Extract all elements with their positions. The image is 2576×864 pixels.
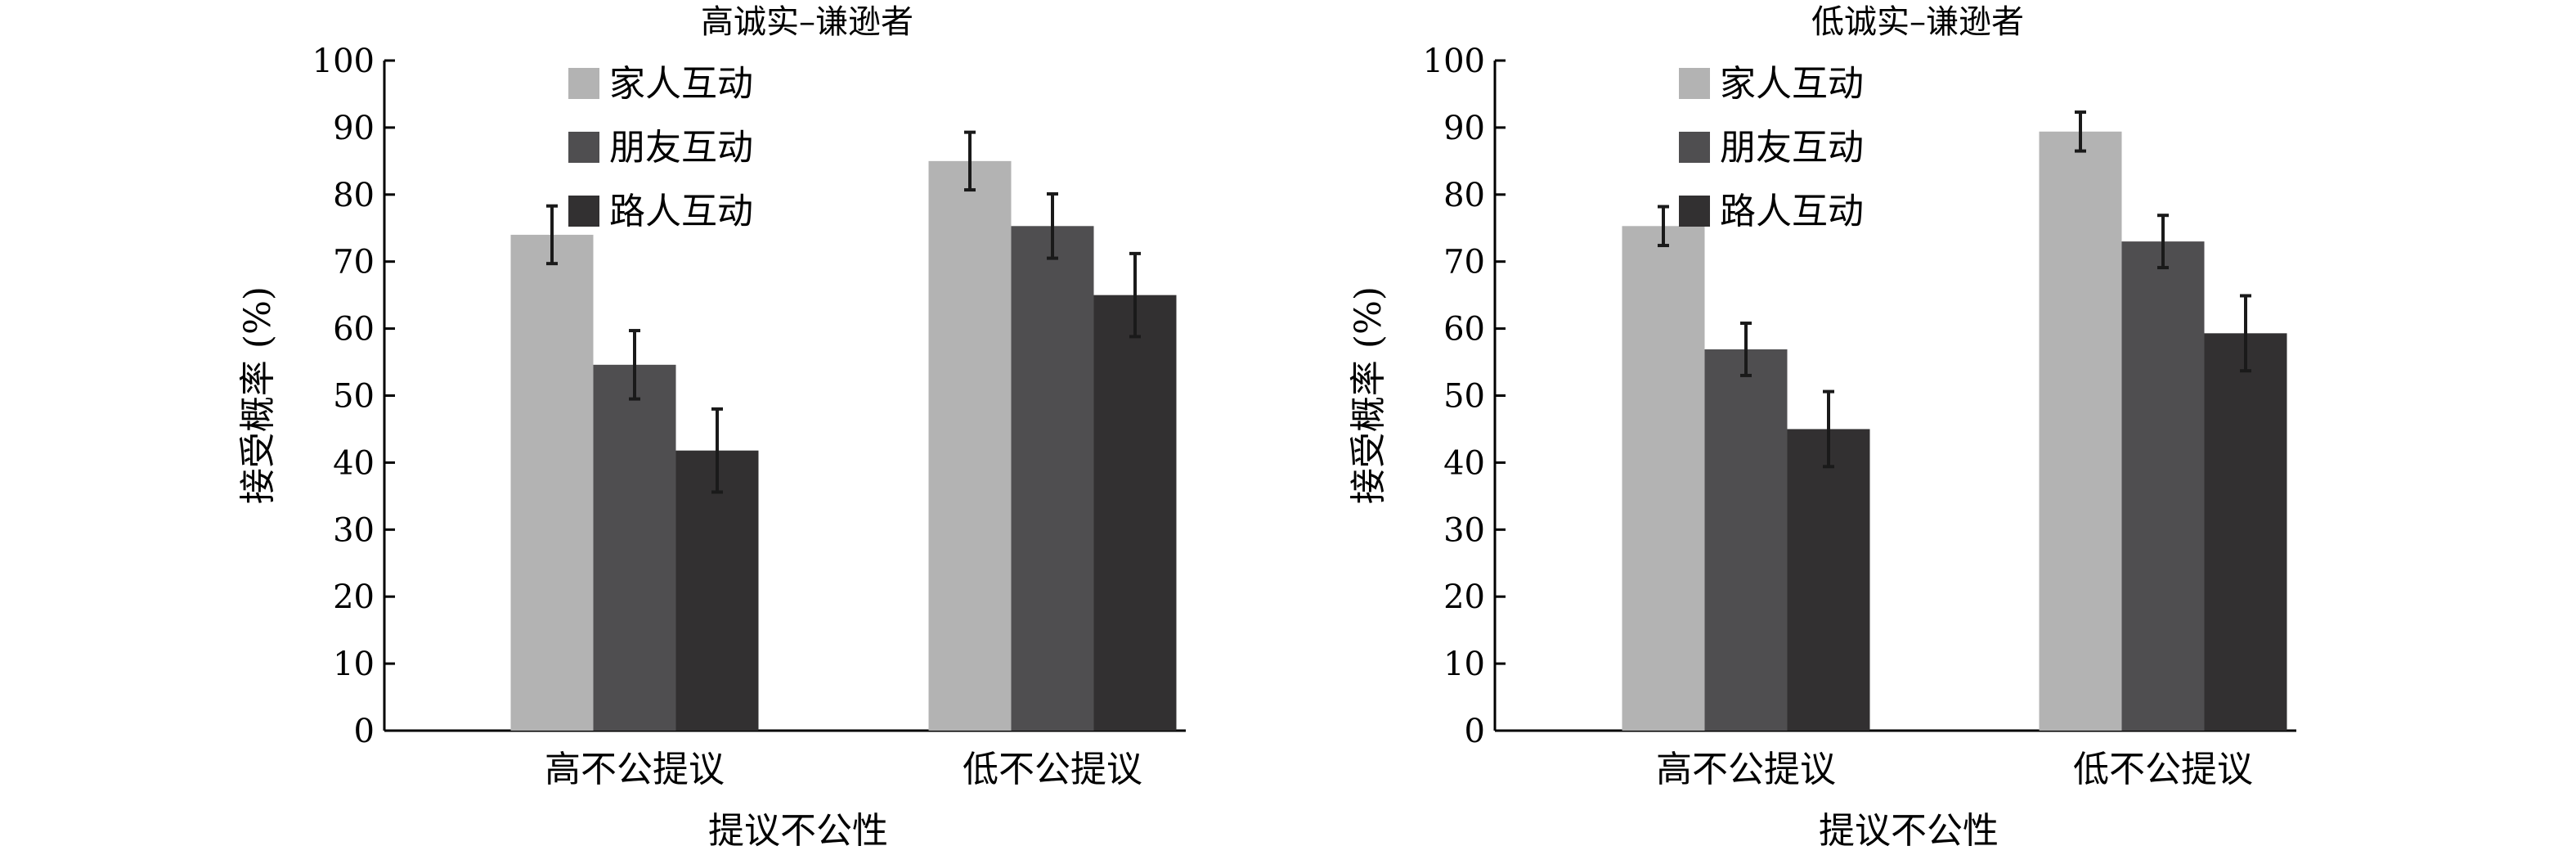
legend-swatch-1 — [568, 68, 599, 99]
legend-label-1: 家人互动 — [609, 63, 753, 105]
legend-label-2: 朋友互动 — [609, 127, 753, 169]
legend-swatch-2 — [1679, 132, 1710, 163]
y-tick-label: 50 — [1443, 378, 1485, 416]
y-tick-label: 10 — [333, 646, 375, 683]
y-tick-label: 0 — [354, 713, 375, 750]
y-tick-label: 80 — [333, 177, 375, 214]
bar-1-2 — [928, 160, 1012, 731]
y-tick-label: 20 — [1443, 578, 1485, 616]
y-tick-label: 20 — [333, 578, 375, 616]
y-tick-label: 30 — [333, 511, 375, 549]
bar-2-2 — [2121, 241, 2205, 731]
bar-1-2 — [2039, 131, 2122, 731]
bar-2-2 — [1011, 226, 1094, 731]
x-axis-title: 提议不公性 — [1819, 810, 1999, 852]
y-tick-label: 100 — [312, 43, 375, 80]
y-tick-label: 40 — [1443, 444, 1485, 482]
x-tick-label: 高不公提议 — [1656, 749, 1836, 790]
chart-title: 高诚实–谦逊者 — [701, 3, 913, 41]
bar-3-2 — [1093, 295, 1177, 731]
legend-label-2: 朋友互动 — [1720, 127, 1864, 169]
y-tick-label: 50 — [333, 378, 375, 416]
y-axis-title: 接受概率 (%) — [1348, 286, 1389, 504]
y-tick-label: 40 — [333, 444, 375, 482]
chart-title: 低诚实–谦逊者 — [1811, 3, 2024, 41]
x-tick-label: 低不公提议 — [963, 749, 1142, 790]
chart-panel-1: 高诚实–谦逊者 0 10 20 30 40 50 60 70 80 90 100 高不公提议 低不公提议提… — [237, 3, 1186, 852]
chart-panel-2: 低诚实–谦逊者 0 10 20 30 40 50 60 70 80 90 100 高不公提议 低不公提议提… — [1348, 3, 2296, 852]
legend-swatch-3 — [568, 196, 599, 227]
y-tick-label: 70 — [333, 244, 375, 281]
y-tick-label: 60 — [333, 311, 375, 349]
bar-1-1 — [510, 234, 594, 731]
x-tick-label: 低不公提议 — [2073, 749, 2253, 790]
bar-1-1 — [1622, 226, 1705, 731]
y-tick-label: 90 — [1443, 110, 1485, 147]
y-tick-label: 60 — [1443, 311, 1485, 349]
legend-label-1: 家人互动 — [1720, 63, 1864, 105]
legend-swatch-3 — [1679, 196, 1710, 227]
y-tick-label: 30 — [1443, 511, 1485, 549]
legend-swatch-1 — [1679, 68, 1710, 99]
bar-2-1 — [593, 364, 676, 731]
legend-label-3: 路人互动 — [609, 191, 753, 232]
bar-2-1 — [1704, 349, 1788, 731]
legend-label-3: 路人互动 — [1720, 191, 1864, 232]
y-tick-label: 70 — [1443, 244, 1485, 281]
x-tick-label: 高不公提议 — [545, 749, 725, 790]
y-tick-label: 80 — [1443, 177, 1485, 214]
y-axis-title: 接受概率 (%) — [237, 286, 279, 504]
y-tick-label: 100 — [1423, 43, 1485, 80]
bar-3-2 — [2204, 333, 2287, 731]
x-axis-title: 提议不公性 — [708, 810, 888, 852]
y-tick-label: 90 — [333, 110, 375, 147]
y-tick-label: 0 — [1465, 713, 1485, 750]
legend-swatch-2 — [568, 132, 599, 163]
bar-3-1 — [1787, 429, 1870, 731]
y-tick-label: 10 — [1443, 646, 1485, 683]
bar-3-1 — [675, 450, 759, 731]
